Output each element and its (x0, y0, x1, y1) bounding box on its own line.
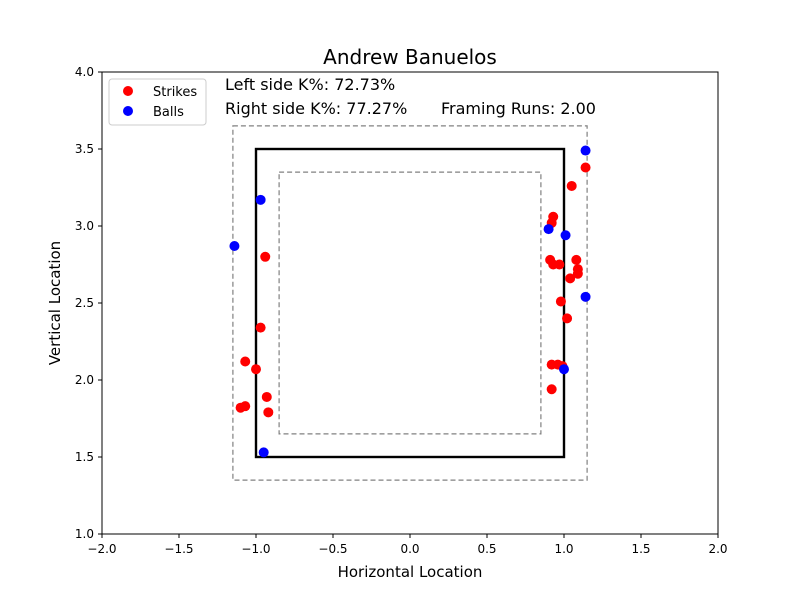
data-points (229, 145, 591, 458)
y-tick-label-6: 4.0 (75, 65, 94, 79)
y-tick-label-4: 3.0 (75, 219, 94, 233)
x-tick-label-6: 1.0 (554, 542, 573, 556)
x-tick-label-4: 0.0 (400, 542, 419, 556)
point-strikes-16 (251, 364, 261, 375)
point-strikes-10 (572, 268, 583, 279)
y-axis-title: Vertical Location (46, 241, 64, 365)
framing-runs-annotation: Framing Runs: 2.00 (441, 99, 596, 118)
point-strikes-20 (546, 384, 557, 395)
y-tick-label-3: 2.5 (75, 296, 94, 310)
y-tick-label-2: 2.0 (75, 373, 94, 387)
inner-zone (278, 171, 542, 435)
y-axis: 1.0 1.5 2.0 2.5 3.0 3.5 4.0 (75, 65, 102, 541)
point-balls-3 (560, 230, 571, 241)
point-balls-2 (543, 224, 554, 235)
point-balls-6 (559, 364, 569, 375)
point-strikes-7 (554, 259, 565, 270)
point-strikes-8 (571, 254, 582, 265)
legend-marker-balls (123, 106, 133, 116)
point-strikes-13 (562, 313, 573, 324)
x-tick-label-3: −0.5 (318, 542, 347, 556)
x-tick-label-1: −1.5 (164, 542, 193, 556)
legend-box (108, 78, 207, 126)
x-tick-label-8: 2.0 (708, 542, 727, 556)
legend: Strikes Balls (108, 78, 207, 126)
point-strikes-22 (263, 407, 274, 418)
point-strikes-15 (240, 356, 251, 367)
point-strikes-11 (565, 273, 576, 284)
legend-label-balls: Balls (153, 105, 184, 120)
point-strikes-12 (555, 296, 566, 307)
point-strikes-24 (235, 402, 246, 413)
point-strikes-1 (566, 180, 577, 191)
point-balls-0 (580, 145, 591, 156)
point-strikes-4 (260, 251, 271, 262)
plot-frame (101, 71, 719, 535)
y-tick-label-1: 1.5 (75, 450, 94, 464)
point-balls-4 (229, 241, 240, 252)
x-tick-label-7: 1.5 (631, 542, 650, 556)
left-k-annotation: Left side K%: 72.73% (225, 75, 395, 94)
strike-zone (254, 147, 566, 459)
x-tick-label-0: −2.0 (87, 542, 116, 556)
point-balls-1 (255, 194, 266, 205)
legend-marker-strikes (123, 86, 133, 96)
point-balls-5 (580, 291, 591, 302)
x-tick-label-2: −1.0 (241, 542, 270, 556)
right-k-annotation: Right side K%: 77.27% (225, 99, 407, 118)
point-strikes-14 (255, 322, 266, 333)
x-axis-title: Horizontal Location (338, 563, 483, 581)
x-tick-label-5: 0.5 (477, 542, 496, 556)
zones (232, 125, 588, 481)
outer-zone (232, 125, 588, 481)
point-balls-7 (258, 447, 269, 458)
x-axis: −2.0 −1.5 −1.0 −0.5 0.0 0.5 1.0 1.5 2.0 (87, 534, 728, 556)
legend-label-strikes: Strikes (153, 85, 197, 100)
chart-title: Andrew Banuelos (323, 45, 497, 69)
point-strikes-21 (261, 391, 272, 402)
point-strikes-0 (580, 162, 591, 173)
y-tick-label-0: 1.0 (75, 527, 94, 541)
y-tick-label-5: 3.5 (75, 142, 94, 156)
